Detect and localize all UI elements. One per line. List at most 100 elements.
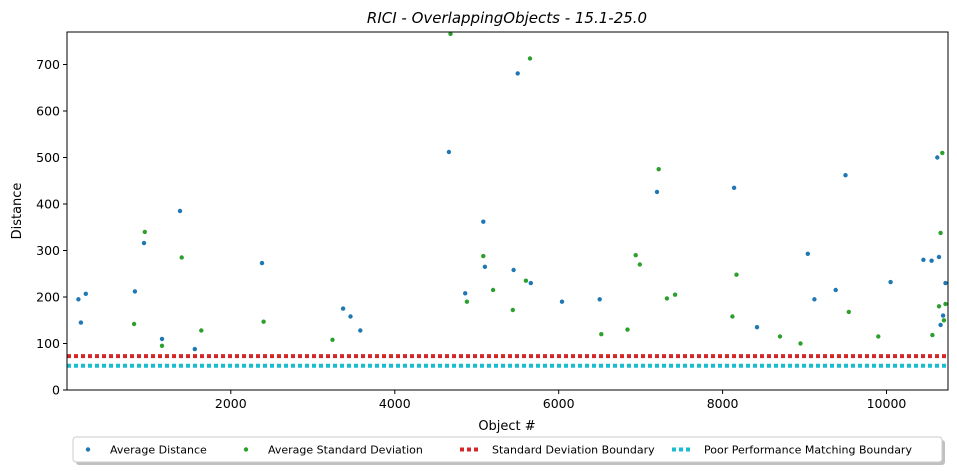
data-point xyxy=(812,297,817,302)
data-point xyxy=(637,262,642,267)
data-point xyxy=(633,253,638,258)
data-point xyxy=(843,173,848,178)
data-point xyxy=(527,56,533,61)
chart-title: RICI - OverlappingObjects - 15.1-25.0 xyxy=(367,9,647,27)
data-point xyxy=(936,304,942,309)
data-point xyxy=(511,267,516,273)
data-point xyxy=(559,299,565,304)
data-point xyxy=(76,297,81,302)
data-point xyxy=(798,341,803,346)
data-point xyxy=(261,319,266,324)
data-point xyxy=(83,291,89,296)
data-point xyxy=(464,299,470,304)
data-point xyxy=(131,321,137,327)
data-point xyxy=(141,240,147,246)
legend-entry-average-distance: Average Distance xyxy=(85,444,207,457)
data-point xyxy=(730,314,735,319)
data-point xyxy=(490,287,496,293)
data-point xyxy=(921,257,926,262)
data-points xyxy=(76,32,948,352)
data-point xyxy=(199,328,204,333)
data-point xyxy=(142,229,147,235)
legend-label: Poor Performance Matching Boundary xyxy=(704,444,912,457)
data-point xyxy=(159,336,165,342)
data-point xyxy=(599,332,604,337)
y-tick-label: 0 xyxy=(52,383,60,398)
legend-label: Average Standard Deviation xyxy=(268,444,423,457)
data-point xyxy=(179,255,184,260)
y-tick-label: 300 xyxy=(36,243,60,258)
data-point xyxy=(448,32,453,37)
y-tick-label: 600 xyxy=(36,104,60,119)
data-point xyxy=(941,318,947,323)
data-point xyxy=(938,230,943,236)
y-axis-label: Distance xyxy=(10,183,25,240)
legend-marker xyxy=(85,447,91,452)
series-average-distance xyxy=(76,71,948,352)
data-point xyxy=(943,280,948,286)
legend-entry-average-standard-deviation: Average Standard Deviation xyxy=(243,444,423,457)
data-point xyxy=(940,150,945,156)
y-tick-label: 500 xyxy=(36,150,60,165)
y-axis: 0 100 200 300 400 500 600 700 xyxy=(36,57,67,398)
data-point xyxy=(734,272,739,277)
x-tick-label: 2000 xyxy=(215,396,247,411)
data-point xyxy=(672,292,678,297)
data-point xyxy=(348,314,353,319)
data-point xyxy=(132,289,138,294)
series-average-standard-deviation xyxy=(131,32,948,348)
legend-entry-std-deviation-boundary: Standard Deviation Boundary xyxy=(460,444,655,457)
legend-label: Average Distance xyxy=(110,444,207,457)
data-point xyxy=(159,343,165,348)
data-point xyxy=(754,325,760,330)
x-axis-label: Object # xyxy=(478,419,535,434)
y-tick-label: 200 xyxy=(36,290,60,305)
plot-area xyxy=(66,31,949,391)
data-point xyxy=(358,328,363,333)
data-point xyxy=(340,306,346,311)
data-point xyxy=(625,327,630,332)
data-point xyxy=(876,334,881,339)
data-point xyxy=(482,264,488,269)
data-point xyxy=(192,346,197,352)
legend: Average Distance Average Standard Deviati… xyxy=(72,436,945,465)
data-point xyxy=(259,260,265,266)
data-point xyxy=(654,189,660,195)
data-point xyxy=(463,291,468,296)
data-point xyxy=(930,332,935,338)
legend-entry-poor-performance-boundary: Poor Performance Matching Boundary xyxy=(672,444,912,457)
data-point xyxy=(78,320,84,325)
data-point xyxy=(805,251,810,256)
data-point xyxy=(177,208,183,214)
data-point xyxy=(731,185,737,190)
data-point xyxy=(943,301,948,307)
data-point xyxy=(515,71,520,76)
data-point xyxy=(481,219,486,224)
data-point xyxy=(597,297,602,302)
legend-box xyxy=(72,436,943,463)
x-tick-label: 10000 xyxy=(867,396,907,411)
data-point xyxy=(777,334,783,339)
y-tick-label: 700 xyxy=(36,57,60,72)
data-point xyxy=(935,155,940,160)
data-point xyxy=(446,149,452,155)
data-point xyxy=(656,167,661,172)
data-point xyxy=(528,280,533,286)
x-tick-label: 6000 xyxy=(543,396,575,411)
data-point xyxy=(664,296,670,301)
data-point xyxy=(940,313,946,318)
data-point xyxy=(888,279,893,285)
plot-frame xyxy=(66,31,949,391)
legend-label: Standard Deviation Boundary xyxy=(492,444,655,457)
x-tick-label: 4000 xyxy=(379,396,411,411)
data-point xyxy=(510,307,515,313)
data-point xyxy=(936,254,942,260)
data-point xyxy=(938,322,943,328)
data-point xyxy=(523,278,529,283)
x-tick-label: 8000 xyxy=(707,396,739,411)
y-tick-label: 100 xyxy=(36,336,60,351)
x-axis: 2000 4000 6000 8000 10000 xyxy=(215,390,907,411)
data-point xyxy=(846,309,851,315)
y-tick-label: 400 xyxy=(36,197,60,212)
